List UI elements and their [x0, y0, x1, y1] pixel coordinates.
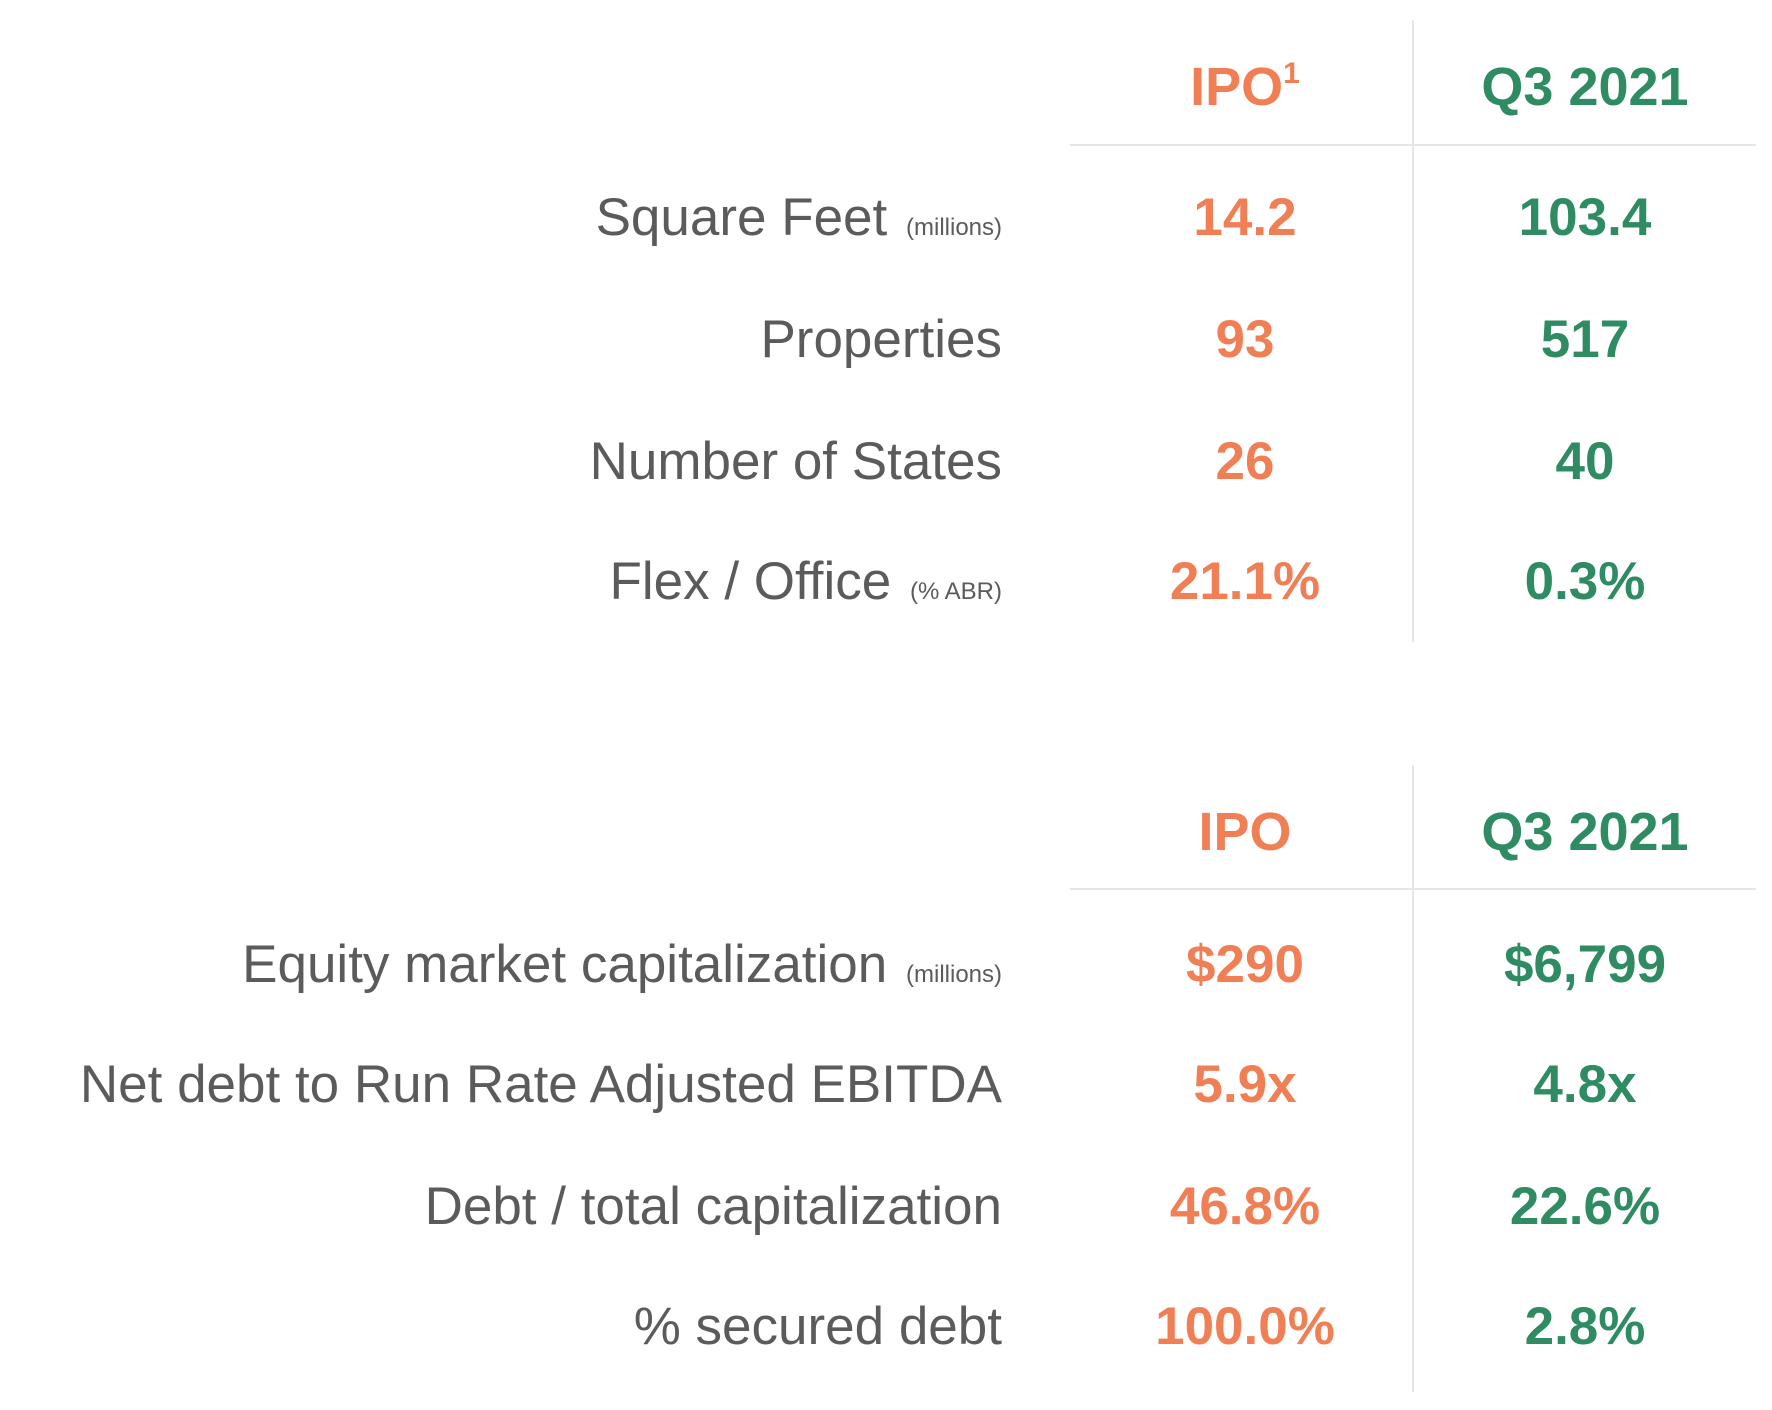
row-unit: (millions) — [906, 214, 1002, 241]
table-row: Square Feet (millions) 14.2 103.4 — [0, 178, 1772, 258]
q3-value: 0.3% — [1524, 552, 1646, 611]
ipo-value: 26 — [1215, 432, 1275, 491]
row-unit: (% ABR) — [909, 578, 1002, 605]
table-row: Equity market capitalization (millions) … — [0, 925, 1772, 1005]
table-row: Flex / Office (% ABR) 21.1% 0.3% — [0, 542, 1772, 622]
row-label-text: Debt / total capitalization — [424, 1177, 1002, 1236]
column-header-ipo-text: IPO — [1190, 57, 1284, 117]
table-row: % secured debt 100.0% 2.8% — [0, 1287, 1772, 1367]
table-row: Net debt to Run Rate Adjusted EBITDA 5.9… — [0, 1045, 1772, 1125]
footnote-marker: 1 — [1283, 57, 1300, 90]
row-label: Debt / total capitalization — [425, 1167, 1002, 1247]
table-row: Number of States 26 40 — [0, 422, 1772, 502]
row-label: % secured debt — [634, 1287, 1002, 1367]
column-header-ipo: IPO1 — [1080, 52, 1410, 122]
row-label-text: Properties — [760, 310, 1002, 369]
column-header-q3-2021: Q3 2021 — [1481, 802, 1689, 862]
header-rule — [1070, 144, 1756, 146]
q3-value: 2.8% — [1524, 1297, 1646, 1356]
ipo-value: 5.9x — [1193, 1055, 1297, 1114]
ipo-value: 46.8% — [1169, 1177, 1321, 1236]
q3-value: 4.8x — [1533, 1055, 1637, 1114]
row-label-text: Equity market capitalization — [242, 935, 888, 994]
table-row: Properties 93 517 — [0, 300, 1772, 380]
q3-value: 22.6% — [1509, 1177, 1661, 1236]
row-label: Square Feet (millions) — [596, 178, 1002, 258]
row-label: Net debt to Run Rate Adjusted EBITDA — [80, 1045, 1002, 1125]
row-label: Number of States — [590, 422, 1002, 502]
header-rule — [1070, 888, 1756, 890]
row-label: Properties — [760, 300, 1002, 380]
column-header-q3-2021: Q3 2021 — [1481, 57, 1689, 117]
row-label-text: Net debt to Run Rate Adjusted EBITDA — [79, 1055, 1002, 1114]
row-label: Equity market capitalization (millions) — [242, 925, 1002, 1005]
q3-value: 40 — [1555, 432, 1615, 491]
column-divider — [1412, 20, 1414, 642]
q3-value: 103.4 — [1518, 188, 1652, 247]
q3-value: $6,799 — [1503, 935, 1667, 994]
row-label-text: Flex / Office — [609, 552, 892, 611]
ipo-value: 21.1% — [1169, 552, 1321, 611]
column-header-ipo: IPO — [1198, 802, 1292, 862]
ipo-value: 93 — [1215, 310, 1275, 369]
row-unit: (millions) — [906, 961, 1002, 988]
ipo-value: $290 — [1186, 935, 1304, 994]
ipo-value: 100.0% — [1155, 1297, 1335, 1356]
table-row: Debt / total capitalization 46.8% 22.6% — [0, 1167, 1772, 1247]
row-label-text: Number of States — [589, 432, 1002, 491]
ipo-value: 14.2 — [1193, 188, 1297, 247]
row-label: Flex / Office (% ABR) — [609, 542, 1002, 622]
column-divider — [1412, 765, 1414, 1392]
q3-value: 517 — [1540, 310, 1630, 369]
row-label-text: Square Feet — [595, 188, 888, 247]
row-label-text: % secured debt — [633, 1297, 1002, 1356]
